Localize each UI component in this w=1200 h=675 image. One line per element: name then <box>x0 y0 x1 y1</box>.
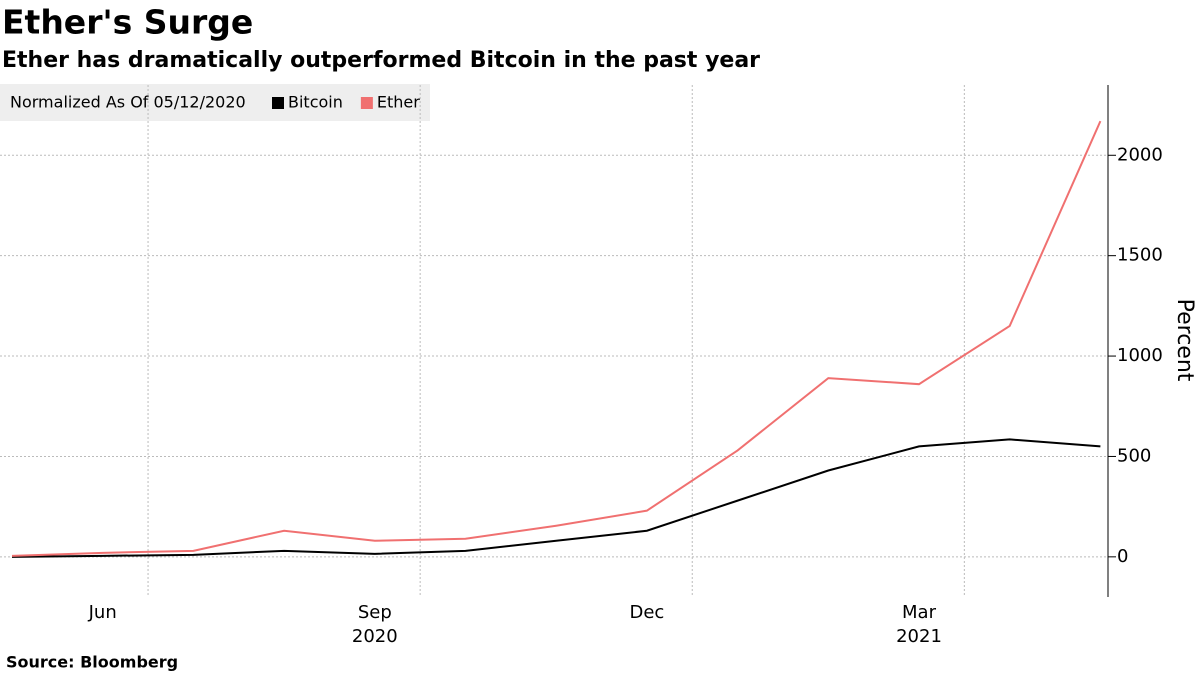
y-tick-label: 1500 <box>1117 245 1163 266</box>
chart-title: Ether's Surge <box>2 3 253 42</box>
y-tick-label: 2000 <box>1117 144 1163 165</box>
y-tick-label: 1000 <box>1117 345 1163 366</box>
source: Source: Bloomberg <box>6 653 178 672</box>
legend-swatch <box>272 97 284 109</box>
y-tick-label: 500 <box>1117 445 1151 466</box>
chart-subtitle: Ether has dramatically outperformed Bitc… <box>2 48 760 73</box>
series-line <box>11 438 1101 558</box>
x-tick-label: Jun <box>88 602 117 623</box>
x-tick-label: Mar <box>902 602 937 623</box>
y-tick-label: 0 <box>1117 546 1128 567</box>
legend-box <box>0 84 430 121</box>
x-year-label: 2020 <box>352 626 398 647</box>
legend-swatch <box>360 97 373 109</box>
y-axis-label: Percent <box>1172 299 1197 382</box>
x-tick-label: Sep <box>358 602 392 623</box>
legend-label: Bitcoin <box>288 93 343 112</box>
series-line <box>11 120 1102 557</box>
x-year-label: 2021 <box>896 626 942 647</box>
legend-title: Normalized As Of 05/12/2020 <box>10 93 246 112</box>
legend-label: Ether <box>377 93 420 112</box>
x-tick-label: Dec <box>629 602 664 623</box>
